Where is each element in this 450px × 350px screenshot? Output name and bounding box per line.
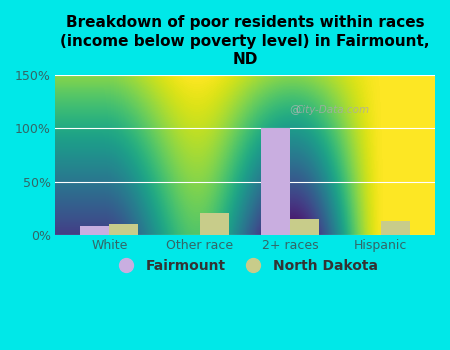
Text: @: @: [289, 105, 300, 116]
Bar: [200, 214, 229, 235]
Text: City-Data.com: City-Data.com: [295, 105, 369, 116]
Bar: [381, 221, 410, 235]
Title: Breakdown of poor residents within races
(income below poverty level) in Fairmou: Breakdown of poor residents within races…: [60, 15, 430, 67]
Bar: [81, 226, 109, 235]
Bar: [109, 224, 138, 235]
Bar: [290, 219, 319, 235]
Legend: Fairmount, North Dakota: Fairmount, North Dakota: [107, 254, 383, 279]
Bar: [261, 128, 290, 235]
